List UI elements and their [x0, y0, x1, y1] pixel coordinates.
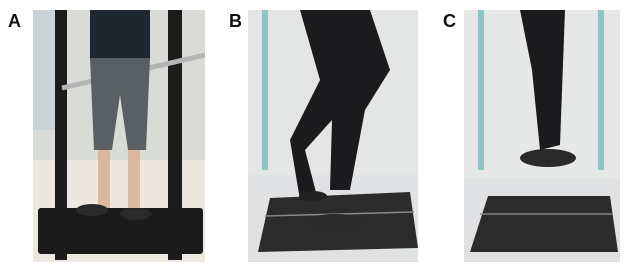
- panel-b: B: [229, 10, 418, 262]
- wall-rail: [598, 10, 604, 170]
- panel-label: A: [8, 11, 21, 31]
- wall-rail: [478, 10, 484, 170]
- shin: [98, 150, 110, 208]
- panel-c: C: [443, 10, 620, 262]
- wall-rail: [262, 10, 268, 170]
- force-plate: [470, 196, 618, 252]
- panel-a: A: [8, 10, 205, 262]
- shin: [128, 150, 140, 208]
- shoe: [306, 214, 366, 230]
- figure: A B C: [0, 0, 625, 268]
- panel-label: B: [229, 11, 242, 31]
- shoe: [76, 204, 108, 216]
- panel-label: C: [443, 11, 456, 31]
- shoe: [520, 149, 576, 167]
- shoe: [299, 191, 327, 201]
- shoe: [120, 208, 152, 220]
- torso: [90, 10, 150, 60]
